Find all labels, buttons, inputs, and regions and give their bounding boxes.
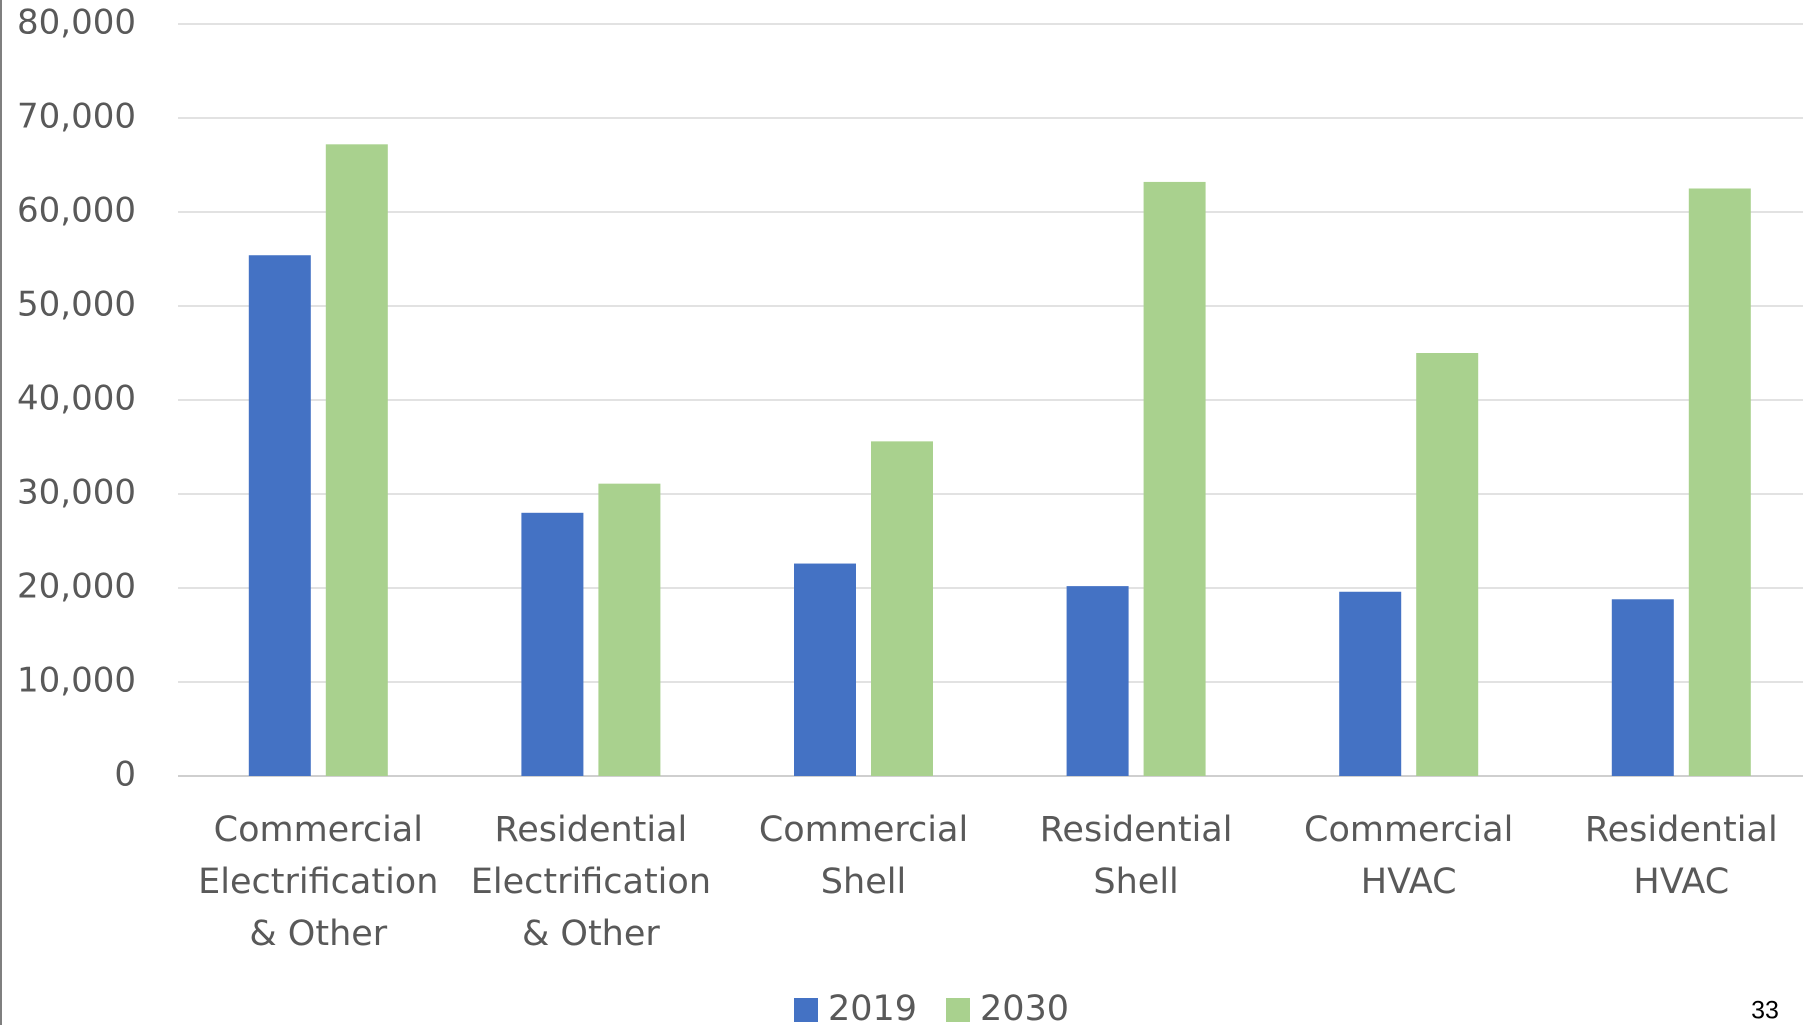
bar [1688,188,1751,776]
bar [1611,599,1674,776]
y-tick-label: 30,000 [17,473,136,513]
bar [871,441,933,776]
y-tick-label: 20,000 [17,567,136,607]
bar [1066,586,1129,776]
bar [1143,181,1206,777]
bar [521,512,584,776]
page-number: 33 [1751,997,1779,1025]
bar [325,144,388,776]
y-tick-label: 60,000 [17,191,136,231]
x-tick-label: Commercial Shell [758,810,969,902]
x-tick-label: Commercial HVAC [1304,810,1514,902]
legend-label: 2019 [828,989,917,1025]
x-tick-label: Commercial Electrification & Other [198,810,439,954]
y-tick-label: 80,000 [17,3,136,43]
y-tick-label: 10,000 [17,661,136,701]
x-tick-label: Residential HVAC [1584,810,1778,902]
legend-swatch [794,998,818,1022]
y-tick-label: 0 [114,755,136,795]
y-tick-label: 50,000 [17,285,136,325]
y-tick-label: 70,000 [17,97,136,137]
x-tick-label: Residential Shell [1039,810,1233,902]
bar [248,255,311,777]
bar [1416,353,1479,776]
legend-swatch [946,998,970,1022]
y-tick-label: 40,000 [17,379,136,419]
legend-label: 2030 [980,989,1069,1025]
x-tick-label: Residential Electrification & Other [470,810,711,954]
bar [598,483,661,776]
bar [1339,591,1402,776]
bar [794,563,856,776]
